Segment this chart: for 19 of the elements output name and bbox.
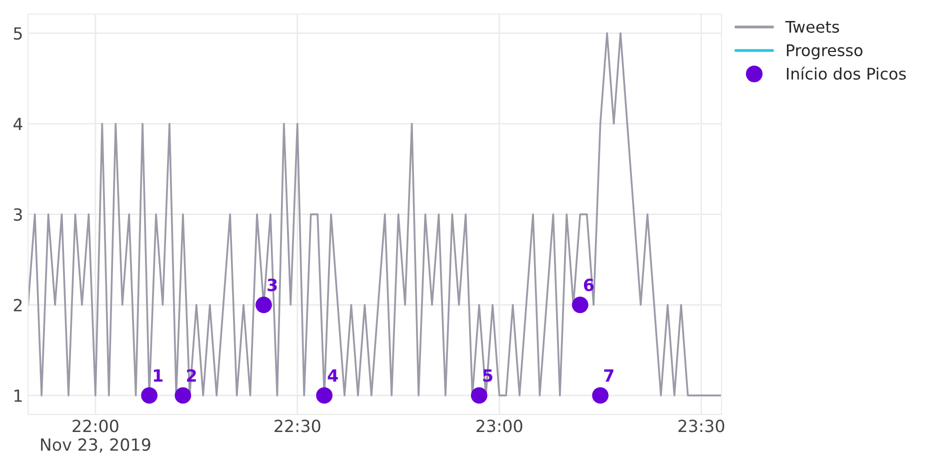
annotation: 5 xyxy=(483,369,492,382)
legend-label: Início dos Picos xyxy=(786,66,906,80)
x-tick-label: 22:00 Nov 23, 2019 xyxy=(41,420,150,453)
x-tick-label: 23:00 xyxy=(476,420,522,432)
y-tick-label: 5 xyxy=(14,27,22,40)
y-tick-label: 2 xyxy=(14,298,22,312)
x-tick-label: 23:30 xyxy=(678,420,724,432)
legend-label: Progresso xyxy=(786,44,862,60)
y-tick-label: 3 xyxy=(14,208,22,221)
annotation: 4 xyxy=(328,369,338,382)
annotation: 3 xyxy=(268,278,277,292)
y-tick-label: 1 xyxy=(14,390,22,402)
annotation: 7 xyxy=(604,369,614,382)
annotation: 6 xyxy=(584,278,594,292)
legend-label: Tweets xyxy=(785,20,840,33)
x-tick-label: 22:30 xyxy=(274,420,320,432)
y-tick-label: 4 xyxy=(13,118,22,130)
annotation: 2 xyxy=(187,369,196,382)
annotation: 1 xyxy=(154,369,163,382)
